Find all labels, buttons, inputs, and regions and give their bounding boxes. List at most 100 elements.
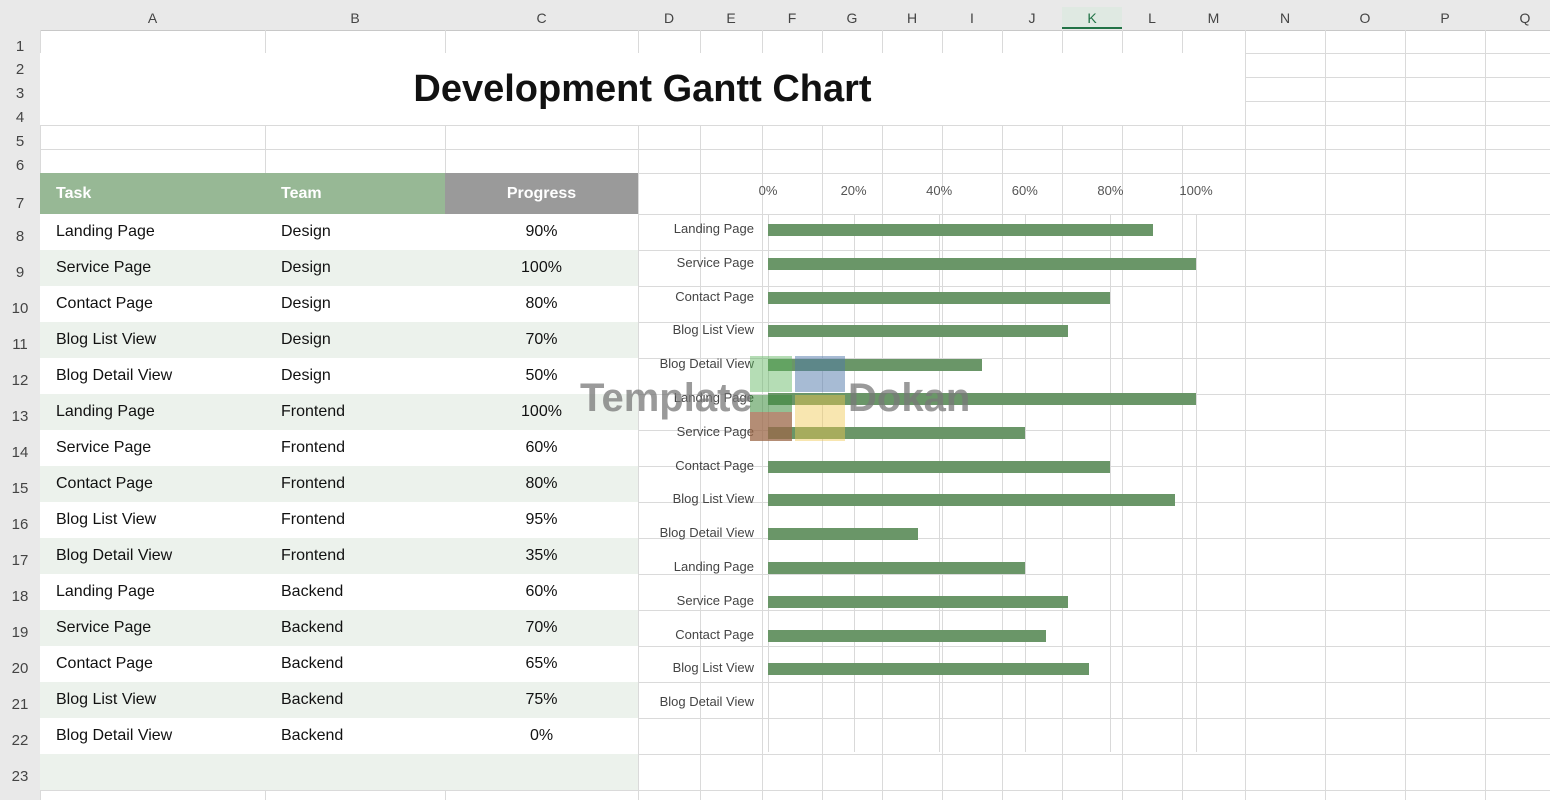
progress-cell[interactable]: 80% bbox=[525, 295, 558, 312]
team-cell[interactable]: Design bbox=[281, 223, 331, 240]
task-cell[interactable]: Service Page bbox=[56, 619, 152, 636]
column-header-p[interactable]: P bbox=[1440, 10, 1450, 26]
progress-cell[interactable]: 100% bbox=[521, 259, 562, 276]
team-cell[interactable]: Backend bbox=[281, 619, 344, 636]
row-header-12[interactable]: 12 bbox=[11, 372, 29, 389]
row-header-17[interactable]: 17 bbox=[11, 552, 29, 569]
row-header-21[interactable]: 21 bbox=[11, 696, 29, 713]
progress-cell[interactable]: 95% bbox=[525, 511, 558, 528]
task-cell[interactable]: Blog List View bbox=[56, 331, 157, 348]
progress-cell[interactable]: 0% bbox=[529, 727, 554, 744]
row-header-19[interactable]: 19 bbox=[11, 624, 29, 641]
column-header-b[interactable]: B bbox=[350, 10, 360, 26]
row-header-5[interactable]: 5 bbox=[15, 133, 25, 150]
row-header-8[interactable]: 8 bbox=[15, 228, 25, 245]
task-cell[interactable]: Blog Detail View bbox=[56, 727, 173, 744]
progress-bar[interactable] bbox=[768, 663, 1089, 676]
progress-cell[interactable]: 80% bbox=[525, 475, 558, 492]
row-header-11[interactable]: 11 bbox=[12, 336, 28, 353]
progress-cell[interactable]: 65% bbox=[525, 655, 558, 672]
row-header-6[interactable]: 6 bbox=[15, 157, 25, 174]
team-cell[interactable]: Backend bbox=[281, 583, 344, 600]
progress-cell[interactable]: 100% bbox=[521, 403, 562, 420]
progress-bar[interactable] bbox=[768, 629, 1047, 642]
team-cell[interactable]: Frontend bbox=[281, 547, 346, 564]
progress-cell[interactable]: 90% bbox=[525, 223, 558, 240]
task-cell[interactable]: Contact Page bbox=[56, 655, 153, 672]
progress-bar[interactable] bbox=[768, 426, 1025, 439]
row-header-13[interactable]: 13 bbox=[11, 408, 29, 425]
row-header-2[interactable]: 2 bbox=[15, 61, 25, 78]
team-cell[interactable]: Frontend bbox=[281, 475, 346, 492]
row-header-18[interactable]: 18 bbox=[11, 588, 29, 605]
task-cell[interactable]: Contact Page bbox=[56, 295, 153, 312]
task-cell[interactable]: Contact Page bbox=[56, 475, 153, 492]
progress-header[interactable]: Progress bbox=[445, 173, 638, 214]
column-header-i[interactable]: I bbox=[970, 10, 974, 26]
column-header-o[interactable]: O bbox=[1359, 10, 1371, 26]
team-cell[interactable]: Design bbox=[281, 331, 331, 348]
row-header-15[interactable]: 15 bbox=[11, 480, 29, 497]
progress-bar[interactable] bbox=[768, 460, 1111, 473]
task-cell[interactable]: Blog Detail View bbox=[56, 547, 173, 564]
sheet-title[interactable]: Development Gantt Chart bbox=[40, 53, 1245, 125]
progress-cell[interactable]: 70% bbox=[525, 331, 558, 348]
progress-cell[interactable]: 60% bbox=[525, 439, 558, 456]
column-header-d[interactable]: D bbox=[663, 10, 675, 26]
progress-bar[interactable] bbox=[768, 595, 1068, 608]
team-cell[interactable]: Frontend bbox=[281, 403, 346, 420]
column-header-c[interactable]: C bbox=[536, 10, 547, 26]
row-header-16[interactable]: 16 bbox=[11, 516, 29, 533]
row-header-22[interactable]: 22 bbox=[11, 732, 29, 749]
column-header-n[interactable]: N bbox=[1279, 10, 1291, 26]
progress-bar[interactable] bbox=[768, 325, 1068, 338]
task-cell[interactable]: Landing Page bbox=[56, 403, 155, 420]
team-cell[interactable]: Backend bbox=[281, 727, 344, 744]
team-cell[interactable]: Backend bbox=[281, 655, 344, 672]
task-cell[interactable]: Service Page bbox=[56, 259, 152, 276]
column-header-f[interactable]: F bbox=[787, 10, 797, 26]
team-cell[interactable]: Frontend bbox=[281, 439, 346, 456]
progress-cell[interactable]: 75% bbox=[525, 691, 558, 708]
progress-cell[interactable]: 35% bbox=[525, 547, 558, 564]
task-cell[interactable]: Service Page bbox=[56, 439, 152, 456]
row-header-14[interactable]: 14 bbox=[11, 444, 29, 461]
column-header-g[interactable]: G bbox=[846, 10, 858, 26]
progress-bar[interactable] bbox=[768, 393, 1196, 405]
row-header-20[interactable]: 20 bbox=[11, 660, 29, 677]
team-cell[interactable]: Frontend bbox=[281, 511, 346, 528]
team-cell[interactable]: Design bbox=[281, 367, 331, 384]
column-header-k[interactable]: K bbox=[1062, 7, 1122, 29]
row-header-10[interactable]: 10 bbox=[11, 300, 29, 317]
progress-bar[interactable] bbox=[768, 562, 1025, 574]
row-header-23[interactable]: 23 bbox=[11, 768, 29, 785]
column-header-e[interactable]: E bbox=[726, 10, 736, 26]
progress-cell[interactable]: 50% bbox=[525, 367, 558, 384]
task-cell[interactable]: Blog List View bbox=[56, 511, 157, 528]
task-cell[interactable]: Blog List View bbox=[56, 691, 157, 708]
team-cell[interactable]: Design bbox=[281, 295, 331, 312]
row-header-4[interactable]: 4 bbox=[15, 109, 25, 126]
row-header-3[interactable]: 3 bbox=[15, 85, 25, 102]
column-header-l[interactable]: L bbox=[1148, 10, 1156, 26]
team-cell[interactable]: Design bbox=[281, 259, 331, 276]
progress-cell[interactable]: 60% bbox=[525, 583, 558, 600]
progress-cell[interactable]: 70% bbox=[525, 619, 558, 636]
column-header-a[interactable]: A bbox=[147, 10, 158, 26]
column-header-j[interactable]: J bbox=[1028, 10, 1036, 26]
progress-bar[interactable] bbox=[768, 224, 1154, 236]
progress-bar[interactable] bbox=[768, 257, 1196, 270]
row-header-7[interactable]: 7 bbox=[15, 195, 25, 212]
row-header-1[interactable]: 1 bbox=[15, 38, 25, 55]
column-header-h[interactable]: H bbox=[906, 10, 918, 26]
task-cell[interactable]: Blog Detail View bbox=[56, 367, 173, 384]
task-cell[interactable]: Landing Page bbox=[56, 223, 155, 240]
row-header-9[interactable]: 9 bbox=[15, 264, 25, 281]
progress-bar[interactable] bbox=[768, 494, 1175, 507]
column-header-m[interactable]: M bbox=[1207, 10, 1220, 26]
progress-bar[interactable] bbox=[768, 291, 1111, 304]
column-header-q[interactable]: Q bbox=[1519, 10, 1531, 26]
team-cell[interactable]: Backend bbox=[281, 691, 344, 708]
team-header[interactable]: Team bbox=[265, 173, 445, 214]
task-cell[interactable]: Landing Page bbox=[56, 583, 155, 600]
